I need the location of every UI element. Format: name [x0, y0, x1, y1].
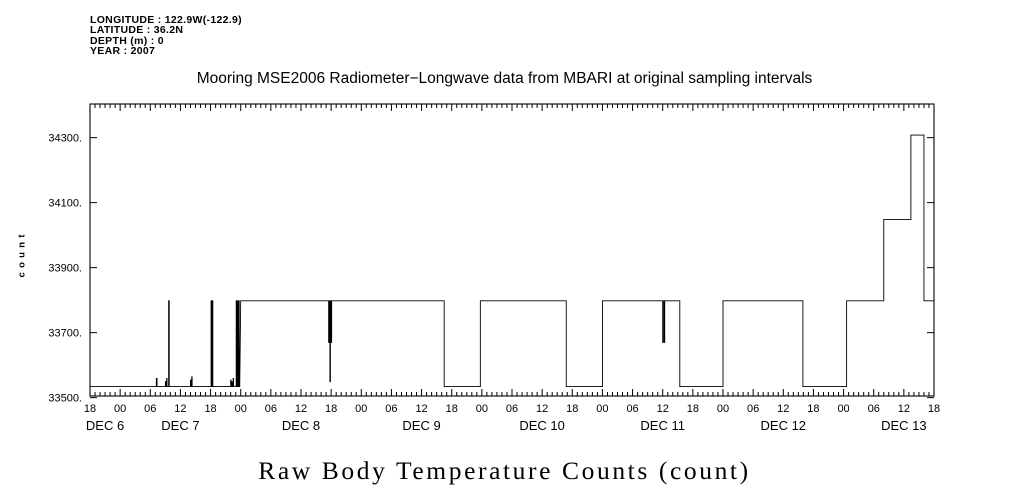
svg-text:34100.: 34100. [48, 198, 82, 210]
svg-text:06: 06 [385, 403, 397, 415]
svg-text:33700.: 33700. [48, 328, 82, 340]
svg-text:DEC 7: DEC 7 [161, 418, 199, 433]
svg-text:12: 12 [174, 403, 186, 415]
svg-text:18: 18 [566, 403, 578, 415]
svg-text:18: 18 [928, 403, 940, 415]
svg-text:DEC 12: DEC 12 [761, 418, 807, 433]
svg-text:18: 18 [687, 403, 699, 415]
svg-text:18: 18 [204, 403, 216, 415]
svg-text:06: 06 [144, 403, 156, 415]
svg-text:12: 12 [295, 403, 307, 415]
svg-text:06: 06 [506, 403, 518, 415]
svg-text:06: 06 [868, 403, 880, 415]
svg-text:12: 12 [657, 403, 669, 415]
svg-text:00: 00 [235, 403, 247, 415]
svg-text:33500.: 33500. [48, 393, 82, 405]
svg-text:00: 00 [717, 403, 729, 415]
svg-text:00: 00 [476, 403, 488, 415]
svg-text:12: 12 [536, 403, 548, 415]
svg-text:12: 12 [898, 403, 910, 415]
svg-text:DEC 8: DEC 8 [282, 418, 320, 433]
svg-text:33900.: 33900. [48, 263, 82, 275]
svg-text:06: 06 [747, 403, 759, 415]
svg-text:DEC 9: DEC 9 [402, 418, 440, 433]
svg-text:18: 18 [84, 403, 96, 415]
svg-text:18: 18 [807, 403, 819, 415]
svg-text:34300.: 34300. [48, 133, 82, 145]
svg-text:18: 18 [325, 403, 337, 415]
svg-text:18: 18 [446, 403, 458, 415]
svg-text:06: 06 [265, 403, 277, 415]
svg-text:00: 00 [596, 403, 608, 415]
svg-text:DEC 11: DEC 11 [640, 418, 685, 433]
svg-text:12: 12 [415, 403, 427, 415]
svg-text:00: 00 [837, 403, 849, 415]
svg-text:00: 00 [355, 403, 367, 415]
svg-text:DEC 6: DEC 6 [86, 418, 124, 433]
svg-text:12: 12 [777, 403, 789, 415]
svg-text:00: 00 [114, 403, 126, 415]
svg-text:DEC 13: DEC 13 [881, 418, 927, 433]
svg-text:06: 06 [626, 403, 638, 415]
svg-text:DEC 10: DEC 10 [519, 418, 565, 433]
